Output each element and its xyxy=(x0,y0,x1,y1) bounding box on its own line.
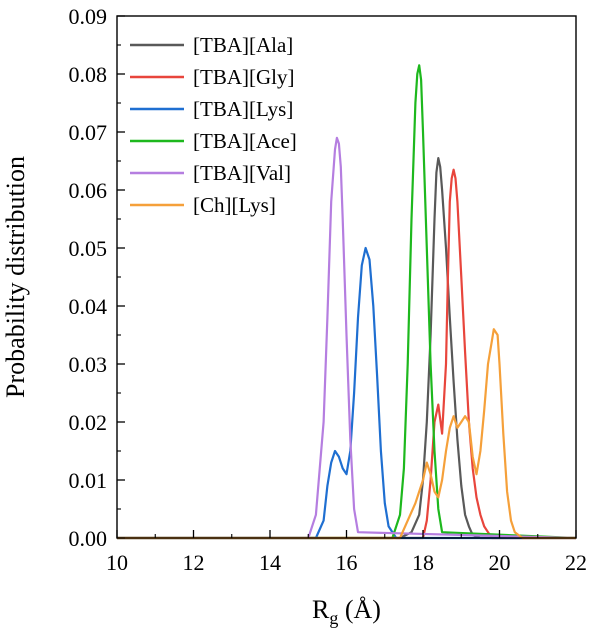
y-tick-label: 0.04 xyxy=(69,294,108,319)
x-axis-title: Rg (Å) xyxy=(312,595,381,628)
series-line-1 xyxy=(117,157,576,540)
x-axis-title-unit: (Å) xyxy=(338,595,381,624)
x-tick-label: 14 xyxy=(259,550,281,575)
y-axis-title: Probability distribution xyxy=(1,156,30,398)
series-line-3 xyxy=(117,246,576,540)
x-tick-label: 10 xyxy=(106,550,128,575)
y-tick-label: 0.08 xyxy=(69,62,108,87)
x-tick-label: 16 xyxy=(336,550,358,575)
x-tick-label: 18 xyxy=(412,550,434,575)
x-tick-label: 20 xyxy=(489,550,511,575)
legend-label-5: [TBA][Val] xyxy=(193,161,291,185)
series-layer xyxy=(117,64,577,540)
y-tick-label: 0.02 xyxy=(69,410,108,435)
x-axis-title-subscript: g xyxy=(329,608,338,628)
y-tick-label: 0.05 xyxy=(69,236,108,261)
legend-label-2: [TBA][Gly] xyxy=(193,65,294,89)
series-line-4 xyxy=(117,64,577,540)
legend-label-6: [Ch][Lys] xyxy=(193,193,276,217)
legend-label-1: [TBA][Ala] xyxy=(193,33,293,57)
legend-label-4: [TBA][Ace] xyxy=(193,129,297,153)
legend: [TBA][Ala] [TBA][Gly] [TBA][Lys] [TBA][Ace]… xyxy=(130,33,297,217)
y-tick-label: 0.09 xyxy=(69,4,108,29)
y-tick-label: 0.01 xyxy=(69,468,108,493)
x-tick-label: 22 xyxy=(565,550,587,575)
y-tick-label: 0.06 xyxy=(69,178,108,203)
legend-label-3: [TBA][Lys] xyxy=(193,97,293,121)
y-tick-label: 0.03 xyxy=(69,352,108,377)
y-tick-label: 0.00 xyxy=(69,526,108,551)
x-tick-label: 12 xyxy=(183,550,205,575)
series-line-6 xyxy=(117,328,576,540)
x-axis-title-main: R xyxy=(312,595,330,624)
y-tick-label: 0.07 xyxy=(69,120,108,145)
series-line-5 xyxy=(117,136,577,540)
ticks-layer: 10 12 14 16 18 20 22 0.00 0.01 0.02 0.03 0.04 0.05 0.… xyxy=(69,4,588,575)
